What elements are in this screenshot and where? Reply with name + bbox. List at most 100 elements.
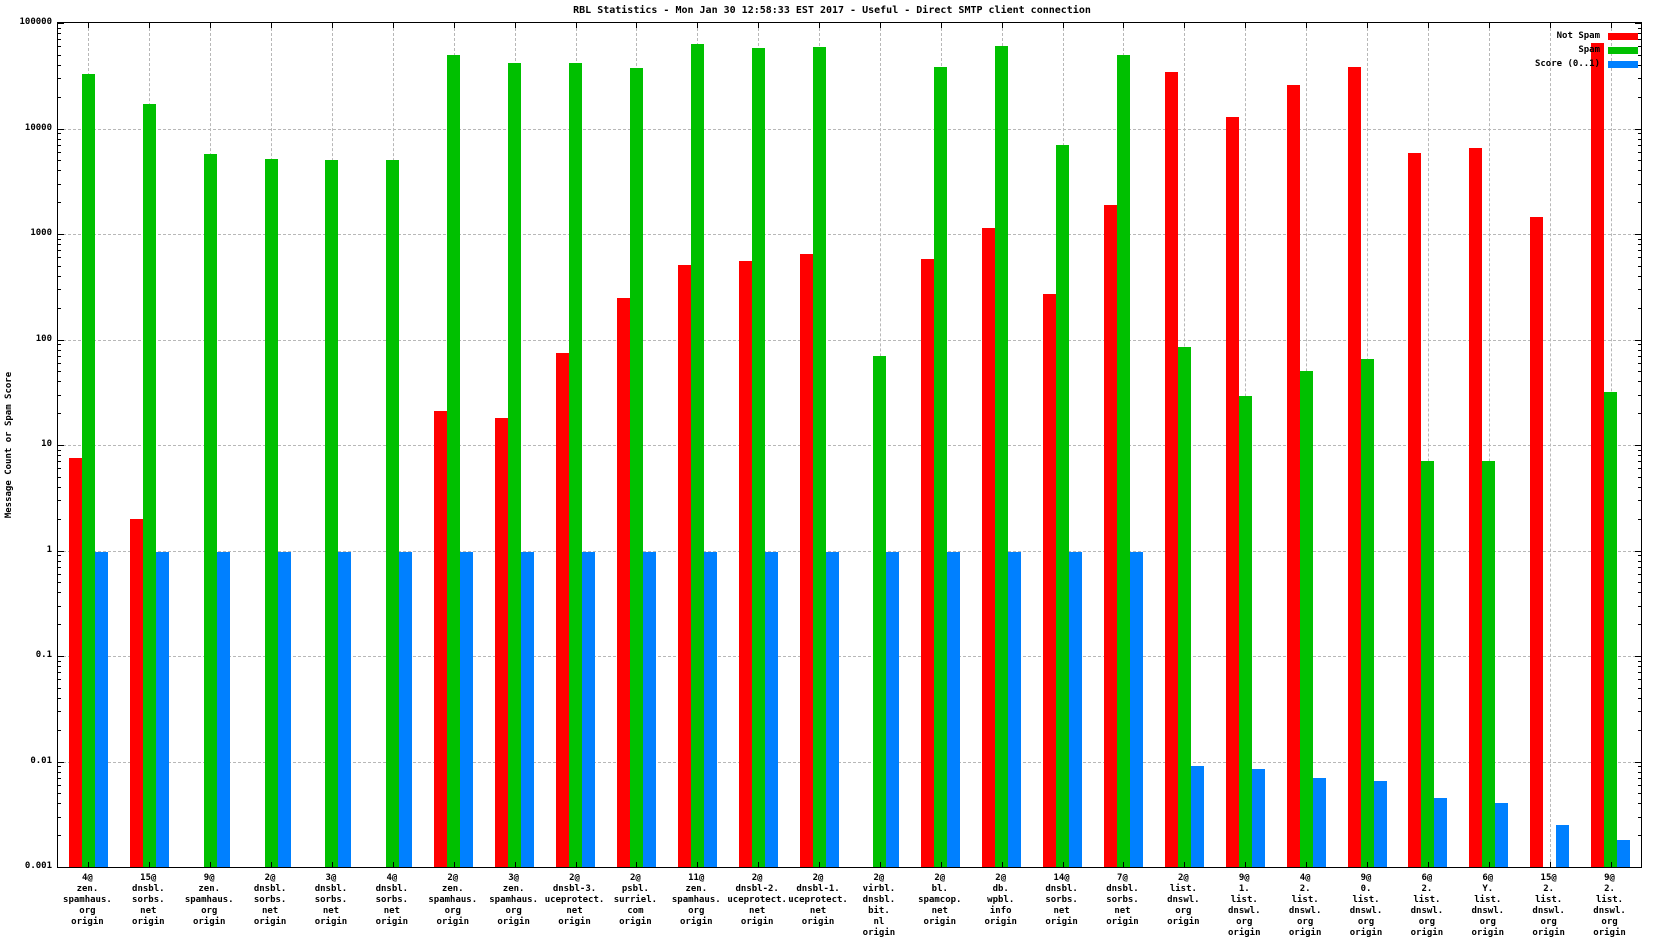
x-tick-label: 3@ dnsbl. sorbs. net origin <box>291 873 371 928</box>
x-tick-label-line: bit. <box>868 906 890 916</box>
x-tick-label-line: 2@ <box>569 873 580 883</box>
bar-spam <box>1482 461 1496 867</box>
y-minor-tick-mark <box>58 238 61 240</box>
y-minor-tick-mark <box>58 468 61 470</box>
legend-label-score: Score (0..1) <box>1534 59 1600 69</box>
y-tick-mark <box>58 445 64 446</box>
y-minor-tick-mark <box>1638 476 1641 478</box>
x-tick-label: 2@ db. wpbl. info origin <box>961 873 1041 928</box>
y-minor-tick-mark <box>58 582 61 584</box>
x-tick-mark <box>758 23 760 28</box>
y-minor-tick-mark <box>1638 679 1641 681</box>
bar-spam <box>386 160 400 867</box>
x-tick-label-line: bl. <box>931 884 948 894</box>
bar-spam <box>812 47 826 867</box>
y-minor-tick-mark <box>1638 624 1641 626</box>
x-tick-label-line: origin <box>71 917 104 927</box>
x-tick-label-line: list. <box>1230 895 1258 905</box>
x-tick-label-line: net <box>931 906 948 916</box>
y-minor-tick-mark <box>58 362 61 364</box>
x-tick-label: 4@ 2. list. dnswl. org origin <box>1265 873 1345 939</box>
y-minor-tick-mark <box>1638 289 1641 291</box>
y-minor-tick-mark <box>58 566 61 568</box>
x-tick-label-line: sorbs. <box>314 895 348 905</box>
h-gridline <box>58 128 1641 130</box>
x-tick-mark <box>1610 23 1612 28</box>
y-minor-tick-mark <box>1638 672 1641 674</box>
y-minor-tick-mark <box>58 257 61 259</box>
x-tick-label-line: list. <box>1352 895 1380 905</box>
y-minor-tick-mark <box>1638 711 1641 713</box>
y-minor-tick-mark <box>1638 54 1641 56</box>
legend: Not Spam Spam Score (0..1) <box>1535 29 1638 71</box>
y-minor-tick-mark <box>1638 371 1641 373</box>
x-tick-mark <box>149 23 151 28</box>
y-minor-tick-mark <box>58 355 61 357</box>
x-tick-label-line: origin <box>1410 928 1444 938</box>
bar-score <box>764 551 778 867</box>
bar-spam <box>447 54 461 867</box>
x-tick-label-line: origin <box>1045 917 1078 927</box>
y-minor-tick-mark <box>58 349 61 351</box>
x-tick-label-line: org <box>1296 917 1314 927</box>
bar-not-spam <box>1408 153 1422 867</box>
h-gridline <box>58 445 1641 446</box>
y-minor-tick-mark <box>1638 413 1641 415</box>
x-tick-label-line: org <box>505 906 522 916</box>
bar-not-spam <box>616 297 630 867</box>
x-tick-label-line: virbl. <box>862 884 896 894</box>
x-tick-label-line: spamhaus. <box>671 895 721 905</box>
y-minor-tick-mark <box>58 151 61 153</box>
bar-spam <box>1360 359 1374 867</box>
x-tick-label-line: net <box>1114 906 1131 916</box>
y-minor-tick-mark <box>1638 238 1641 240</box>
y-minor-tick-mark <box>1638 582 1641 584</box>
y-minor-tick-mark <box>1638 500 1641 502</box>
x-tick-label-line: psbl. <box>621 884 649 894</box>
y-minor-tick-mark <box>1638 394 1641 396</box>
x-tick-mark <box>514 862 516 867</box>
x-tick-label-line: dnsbl-3. <box>552 884 597 894</box>
x-tick-label-line: org <box>1601 917 1618 927</box>
x-tick-label-line: origin <box>132 917 165 927</box>
x-tick-label: 15@ dnsbl. sorbs. net origin <box>108 873 188 928</box>
x-tick-mark <box>575 23 577 28</box>
bar-not-spam <box>738 261 752 867</box>
x-tick-label-line: sorbs. <box>375 895 409 905</box>
x-tick-label-line: dnswl. <box>1471 906 1505 916</box>
x-tick-label-line: dnsbl. <box>132 884 165 894</box>
y-tick-mark <box>1635 128 1641 130</box>
x-tick-mark <box>514 23 516 28</box>
x-tick-label-line: dnswl. <box>1593 906 1626 916</box>
y-tick-mark <box>58 339 64 341</box>
x-tick-mark <box>331 862 333 867</box>
x-tick-label: 2@ dnsbl-3. uceprotect. net origin <box>535 873 615 928</box>
x-tick-label-line: dnsbl. <box>253 884 287 894</box>
x-tick-label-line: 2. <box>1421 884 1433 894</box>
x-tick-label-line: list. <box>1535 895 1563 905</box>
bar-spam <box>508 62 522 867</box>
y-minor-tick-mark <box>1638 381 1641 383</box>
x-tick-label-line: net <box>383 906 400 916</box>
y-minor-tick-mark <box>58 605 61 607</box>
y-tick-label: 100 <box>35 333 52 344</box>
y-minor-tick-mark <box>1638 803 1641 805</box>
x-tick-label-line: org <box>1236 917 1253 927</box>
y-minor-tick-mark <box>58 275 61 277</box>
x-tick-label-line: 2. <box>1604 884 1615 894</box>
x-tick-label-line: net <box>1053 906 1070 916</box>
bar-not-spam <box>1103 204 1117 867</box>
x-tick-label-line: dnsbl. <box>314 884 348 894</box>
y-minor-tick-mark <box>1638 771 1641 773</box>
bar-score <box>399 551 413 867</box>
bar-not-spam <box>677 264 691 867</box>
bar-not-spam <box>129 518 143 867</box>
y-minor-tick-mark <box>58 555 61 557</box>
y-minor-tick-mark <box>58 835 61 837</box>
y-minor-tick-mark <box>58 96 61 98</box>
x-tick-label: 2@ virbl. dnsbl. bit. nl origin <box>839 873 919 939</box>
y-minor-tick-mark <box>58 592 61 594</box>
v-gridline <box>1488 23 1490 867</box>
y-minor-tick-mark <box>1638 666 1641 668</box>
x-tick-label-line: 1. <box>1238 884 1250 894</box>
